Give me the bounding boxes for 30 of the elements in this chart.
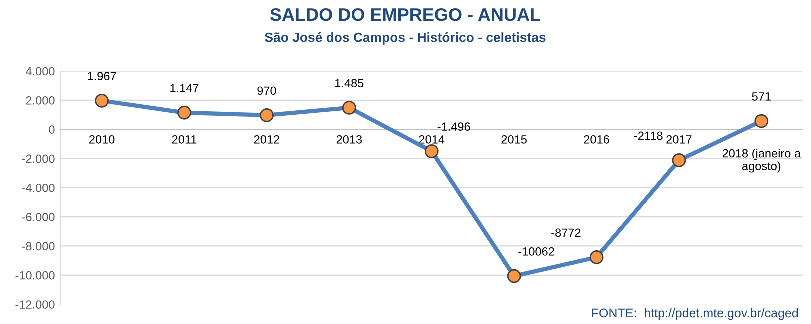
y-tick-label: -6.000	[22, 213, 55, 222]
source-note: FONTE: http://pdet.mte.gov.br/caged	[592, 308, 798, 320]
data-label: 571	[752, 92, 771, 101]
data-label: -2118	[634, 132, 663, 140]
data-label: 970	[258, 86, 276, 96]
x-tick-label: 2017	[666, 135, 692, 144]
y-tick-label: -4.000	[22, 184, 55, 192]
x-tick-label: 2014	[419, 135, 445, 144]
y-tick-label: -2.000	[22, 154, 55, 164]
x-tick-label: 2018 (janeiro a agosto)	[722, 149, 802, 173]
y-tick-label: -12.000	[16, 300, 55, 309]
data-label: 1.485	[336, 79, 364, 88]
y-tick-label: 4.000	[26, 67, 55, 76]
data-label: -1.496	[438, 122, 470, 132]
y-tick-label: 2.000	[26, 96, 55, 105]
y-tick-label: -10.000	[16, 271, 55, 280]
x-tick-label: 2010	[90, 135, 115, 144]
x-tick-label: 2016	[584, 135, 610, 144]
data-label: 1.147	[170, 84, 199, 92]
data-label: -10062	[518, 248, 554, 256]
x-tick-label: 2011	[172, 135, 197, 144]
chart-title: SALDO DO EMPREGO - ANUAL	[270, 8, 541, 22]
x-tick-label: 2013	[336, 135, 362, 144]
data-label: -8772	[552, 228, 581, 238]
y-tick-label: -8.000	[22, 242, 55, 251]
data-label: 1.967	[88, 72, 116, 81]
x-tick-label: 2015	[502, 135, 527, 144]
chart-subtitle: São José dos Campos - Histórico - celetistas	[265, 32, 546, 45]
y-tick-label: 0	[49, 126, 55, 134]
x-tick-label: 2012	[254, 135, 280, 144]
